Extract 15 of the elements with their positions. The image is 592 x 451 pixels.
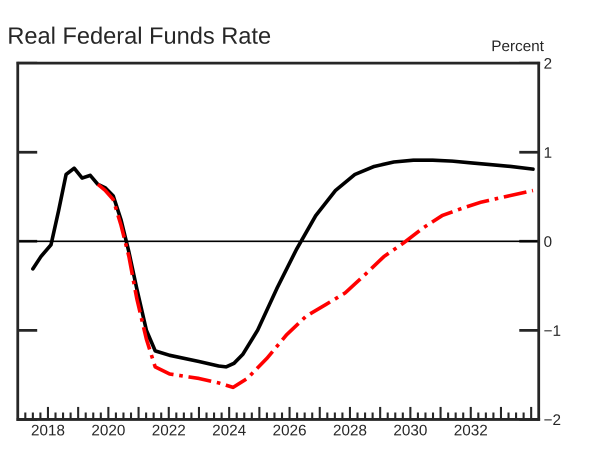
x-tick-label: 2020	[92, 424, 125, 436]
x-tick-label: 2030	[394, 424, 427, 436]
y-tick-label: 2	[544, 58, 552, 69]
x-tick-label: 2024	[212, 424, 246, 436]
y-tick-label: 0	[544, 236, 552, 247]
y-tick-label: 1	[544, 147, 552, 158]
x-tick-label: 2022	[152, 424, 185, 436]
y-axis-title: Percent	[492, 40, 544, 52]
x-tick-label: 2028	[334, 424, 366, 436]
y-tick-label: −2	[544, 414, 560, 425]
x-tick-label: 2026	[273, 424, 306, 436]
x-tick-label: 2018	[32, 424, 64, 436]
chart-title: Real Federal Funds Rate	[9, 26, 270, 44]
y-tick-label: −1	[544, 325, 560, 336]
x-tick-label: 2032	[454, 424, 487, 436]
